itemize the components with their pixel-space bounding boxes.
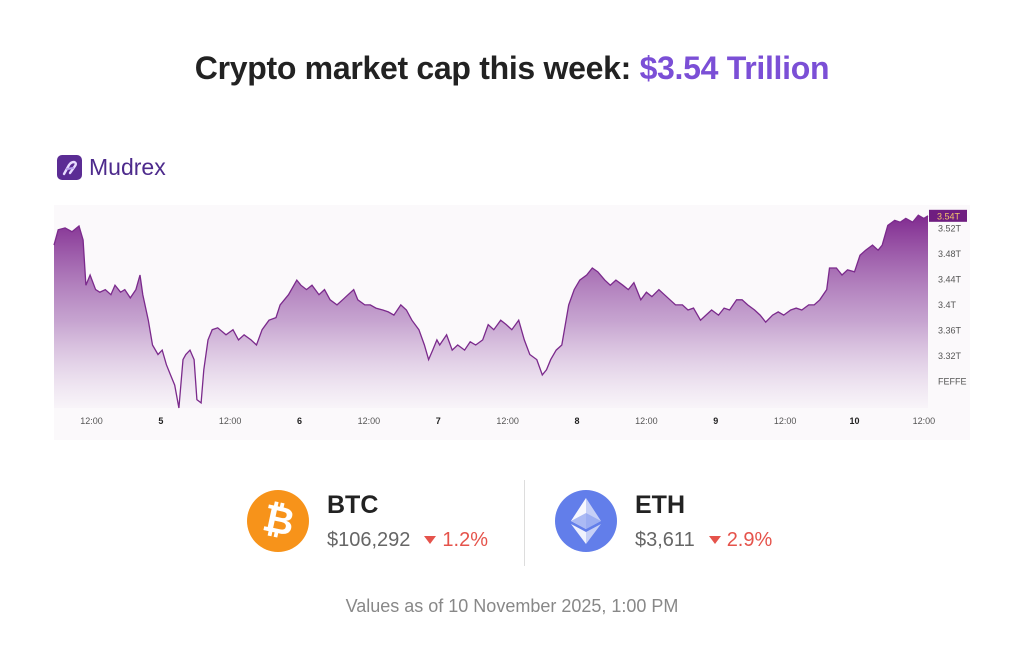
btc-change: 1.2% [424, 528, 488, 552]
market-cap-chart: 3.52T3.48T3.44T3.4T3.36T3.32TFEFFE3.54T … [53, 209, 967, 426]
btc-symbol: BTC [327, 491, 379, 519]
x-tick-label: 12:00 [774, 416, 797, 426]
y-tick-label: 3.44T [938, 274, 962, 284]
btc-card: ₿ BTC $106,292 1.2% [247, 490, 488, 552]
bitcoin-icon: ₿ [247, 490, 309, 552]
y-tick-label: 3.48T [938, 249, 962, 259]
brand-logo: Mudrex [57, 154, 166, 181]
eth-change-value: 2.9% [726, 529, 773, 551]
x-tick-label: 12:00 [80, 416, 103, 426]
series-line [53, 214, 929, 409]
x-tick-label: 6 [297, 416, 302, 426]
mudrex-logo-icon [57, 155, 82, 180]
current-value-label: 3.54T [937, 211, 961, 221]
x-tick-label: 9 [713, 416, 718, 426]
x-tick-label: 7 [436, 416, 441, 426]
area-fill [54, 215, 928, 408]
page-title: Crypto market cap this week: $3.54 Trill… [0, 50, 1024, 87]
eth-symbol: ETH [635, 491, 685, 519]
current-value-tag [929, 209, 967, 222]
eth-card: ETH $3,611 2.9% [555, 490, 772, 552]
btc-price: $106,292 [327, 529, 411, 551]
title-prefix: Crypto market cap this week: [194, 50, 640, 86]
x-tick-label: 5 [158, 416, 163, 426]
y-tick-label: 3.32T [938, 351, 962, 361]
x-tick-label: 12:00 [913, 416, 936, 426]
btc-change-value: 1.2% [442, 529, 489, 551]
down-triangle-icon [708, 536, 721, 544]
x-tick-label: 12:00 [635, 416, 658, 426]
x-tick-label: 8 [575, 416, 580, 426]
x-tick-label: 12:00 [496, 416, 519, 426]
x-tick-label: 10 [849, 416, 859, 426]
title-value: $3.54 Trillion [639, 50, 830, 86]
ethereum-icon [555, 490, 617, 552]
down-triangle-icon [424, 536, 437, 544]
x-tick-label: 12:00 [219, 416, 242, 426]
divider [524, 480, 525, 566]
brand-name: Mudrex [89, 154, 166, 180]
y-tick-label: FEFFE [938, 376, 967, 386]
x-tick-label: 12:00 [358, 416, 381, 426]
timestamp-note: Values as of 10 November 2025, 1:00 PM [345, 596, 679, 616]
y-tick-label: 3.52T [938, 224, 962, 234]
eth-price: $3,611 [635, 529, 695, 551]
y-tick-label: 3.36T [938, 325, 962, 335]
eth-change: 2.9% [708, 528, 773, 552]
y-tick-label: 3.4T [938, 300, 957, 310]
